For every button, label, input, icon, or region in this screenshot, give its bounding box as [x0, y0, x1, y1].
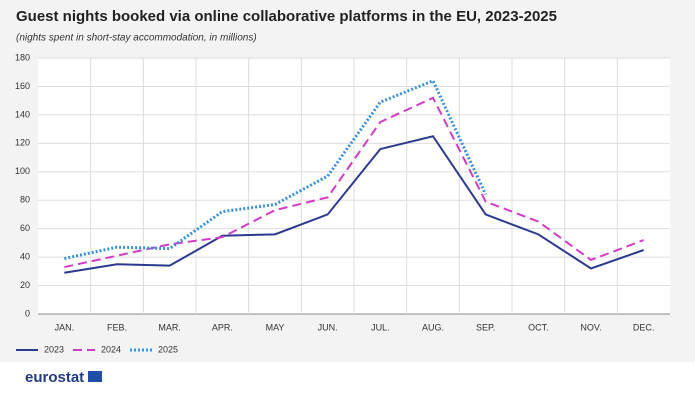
x-tick-label: JUN. — [318, 322, 338, 332]
y-tick-label: 120 — [15, 138, 30, 148]
x-tick-label: FEB. — [107, 322, 127, 332]
y-tick-label: 140 — [15, 109, 30, 119]
x-tick-label: SEP. — [476, 322, 495, 332]
x-tick-label: MAY — [266, 322, 285, 332]
x-tick-label: JAN. — [55, 322, 75, 332]
x-tick-label: MAR. — [158, 322, 181, 332]
y-tick-label: 180 — [15, 52, 30, 62]
legend-label: 2023 — [44, 344, 64, 354]
y-tick-label: 0 — [25, 308, 30, 318]
logo-flag — [88, 371, 102, 382]
series-line — [64, 135, 644, 274]
x-tick-label: AUG. — [422, 322, 444, 332]
y-tick-label: 20 — [20, 280, 30, 290]
y-tick-label: 100 — [15, 166, 30, 176]
y-tick-label: 60 — [20, 223, 30, 233]
y-tick-label: 40 — [20, 251, 30, 261]
legend-label: 2024 — [101, 344, 121, 354]
logo-text: eurostat — [25, 369, 84, 386]
series-line — [64, 78, 488, 260]
y-tick-label: 80 — [20, 195, 30, 205]
y-tick-label: 160 — [15, 81, 30, 91]
x-tick-label: NOV. — [580, 322, 601, 332]
legend-label: 2025 — [158, 344, 178, 354]
x-tick-label: DEC. — [633, 322, 655, 332]
chart-subtitle: (nights spent in short-stay accommodatio… — [16, 33, 257, 44]
series-line — [64, 96, 645, 269]
x-tick-label: APR. — [212, 322, 233, 332]
chart-title: Guest nights booked via online collabora… — [16, 8, 557, 25]
x-tick-label: OCT. — [528, 322, 549, 332]
x-tick-label: JUL. — [371, 322, 390, 332]
